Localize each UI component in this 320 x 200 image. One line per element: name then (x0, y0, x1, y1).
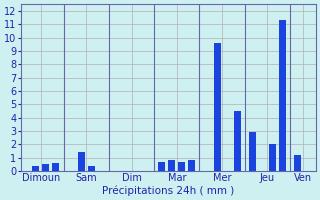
Bar (279, 20, 286, 171)
Bar (158, 162, 165, 171)
Bar (52, 163, 60, 171)
Bar (249, 132, 256, 171)
Bar (294, 155, 301, 171)
Bar (269, 144, 276, 171)
Bar (213, 43, 221, 171)
Bar (178, 162, 185, 171)
Bar (88, 166, 95, 171)
Bar (78, 152, 85, 171)
Bar (234, 111, 241, 171)
Bar (188, 160, 196, 171)
Bar (32, 166, 39, 171)
Bar (168, 160, 175, 171)
X-axis label: Précipitations 24h ( mm ): Précipitations 24h ( mm ) (102, 185, 234, 196)
Bar (42, 164, 49, 171)
